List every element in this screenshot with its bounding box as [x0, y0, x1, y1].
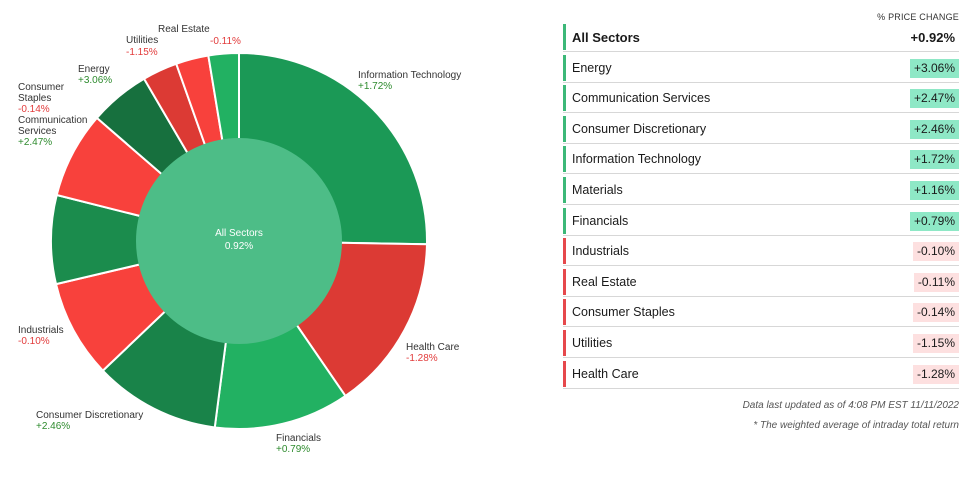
center-value: 0.92% — [225, 241, 253, 252]
table-row[interactable]: Utilities -1.15% — [563, 328, 959, 358]
slice-change-consumer-staples: -0.14% — [18, 104, 50, 115]
slice-change-industrials: -0.10% — [18, 336, 50, 347]
price-change-value: +1.16% — [909, 181, 959, 200]
positive-indicator-bar — [563, 85, 566, 112]
slice-label-energy: Energy — [78, 64, 110, 75]
price-change-value: -0.10% — [912, 242, 959, 262]
table-row[interactable]: Health Care -1.28% — [563, 359, 959, 389]
negative-indicator-bar — [563, 299, 566, 326]
sector-name: All Sectors — [572, 30, 640, 45]
slice-label-real-estate: Real Estate — [158, 24, 210, 35]
slice-label-communication-services-1: Communication — [18, 115, 87, 126]
slice-label-health-care: Health Care — [406, 342, 460, 353]
slice-change-energy: +3.06% — [78, 75, 112, 86]
table-row[interactable]: Consumer Discretionary +2.46% — [563, 114, 959, 144]
slice-change-financials: +0.79% — [276, 444, 310, 455]
slice-label-financials: Financials — [276, 433, 321, 444]
slice-change-utilities: -1.15% — [126, 47, 158, 58]
positive-indicator-bar — [563, 177, 566, 203]
positive-indicator-bar — [563, 115, 566, 142]
slice-label-communication-services-2: Services — [18, 126, 56, 137]
table-row-all-sectors[interactable]: All Sectors +0.92% — [563, 22, 959, 52]
price-change-value: -1.15% — [912, 334, 959, 353]
table-row[interactable]: Materials +1.16% — [563, 175, 959, 205]
price-change-value: -0.14% — [912, 303, 959, 323]
price-change-value: -1.28% — [912, 364, 959, 384]
table-row[interactable]: Real Estate -0.11% — [563, 267, 959, 297]
negative-indicator-bar — [563, 330, 566, 356]
sector-name: Industrials — [572, 244, 629, 259]
slice-label-industrials: Industrials — [18, 325, 64, 336]
positive-indicator-bar — [563, 146, 566, 173]
slice-change-information-technology: +1.72% — [358, 81, 392, 92]
price-change-value: +2.47% — [909, 89, 959, 109]
negative-indicator-bar — [563, 360, 566, 387]
positive-indicator-bar — [563, 207, 566, 234]
price-change-value: -0.11% — [913, 272, 959, 292]
table-row[interactable]: Financials +0.79% — [563, 206, 959, 236]
negative-indicator-bar — [563, 268, 566, 295]
sector-name: Communication Services — [572, 91, 711, 106]
slice-label-information-technology: Information Technology — [358, 70, 461, 81]
table-row[interactable]: Industrials -0.10% — [563, 236, 959, 267]
sector-name: Consumer Staples — [572, 305, 675, 320]
sector-name: Energy — [572, 60, 612, 75]
slice-change-communication-services: +2.47% — [18, 137, 52, 148]
sector-name: Consumer Discretionary — [572, 121, 707, 136]
last-updated-note: Data last updated as of 4:08 PM EST 11/1… — [742, 400, 959, 411]
sector-name: Real Estate — [572, 274, 637, 289]
price-change-value: +1.72% — [909, 150, 959, 170]
price-change-value: +2.46% — [909, 119, 959, 139]
table-row[interactable]: Energy +3.06% — [563, 53, 959, 83]
price-change-value: +3.06% — [909, 58, 959, 78]
table-row[interactable]: Information Technology +1.72% — [563, 144, 959, 175]
sector-name: Utilities — [572, 336, 613, 350]
positive-indicator-bar — [563, 24, 566, 50]
column-header: % PRICE CHANGE — [877, 12, 959, 22]
slice-change-consumer-discretionary: +2.46% — [36, 421, 70, 432]
sector-name: Information Technology — [572, 152, 702, 167]
sector-name: Materials — [572, 183, 623, 197]
positive-indicator-bar — [563, 54, 566, 81]
sector-donut-chart: All Sectors 0.92% Information Technology… — [18, 24, 461, 455]
sector-name: Health Care — [572, 366, 639, 381]
slice-label-utilities: Utilities — [126, 35, 158, 46]
center-label: All Sectors — [215, 228, 263, 239]
weighted-average-note: * The weighted average of intraday total… — [753, 420, 959, 431]
slice-label-consumer-staples-1: Consumer — [18, 82, 65, 93]
slice-label-consumer-discretionary: Consumer Discretionary — [36, 410, 143, 421]
price-change-value: +0.92% — [910, 30, 955, 45]
slice-label-consumer-staples-2: Staples — [18, 93, 51, 104]
table-row[interactable]: Communication Services +2.47% — [563, 83, 959, 114]
center-circle[interactable] — [136, 138, 342, 344]
slice-change-health-care: -1.28% — [406, 353, 438, 364]
slice-change-real-estate: -0.11% — [210, 36, 241, 47]
table-row[interactable]: Consumer Staples -0.14% — [563, 297, 959, 328]
price-change-value: +0.79% — [909, 211, 959, 231]
slice-labels: Information Technology+1.72%Health Care-… — [18, 24, 461, 455]
sector-name: Financials — [572, 213, 629, 228]
negative-indicator-bar — [563, 238, 566, 265]
